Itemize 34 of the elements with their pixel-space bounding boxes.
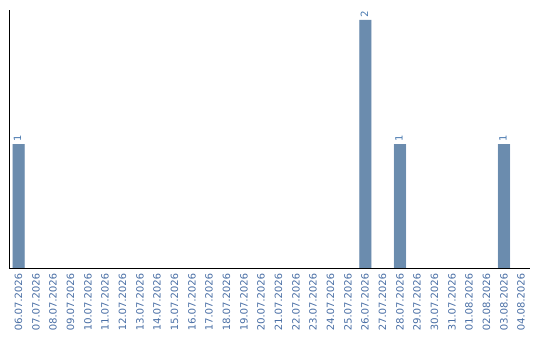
data-label: 1	[394, 134, 406, 141]
x-tick-label: 10.07.2026	[83, 273, 94, 330]
x-tick-label: 19.07.2026	[239, 273, 250, 330]
x-tick-label: 29.07.2026	[412, 273, 424, 330]
x-tick-label: 14.07.2026	[152, 273, 164, 330]
x-tick-label: 26.07.2026	[360, 273, 372, 330]
x-tick-label: 28.07.2026	[395, 273, 406, 330]
x-tick-label: 30.07.2026	[430, 273, 441, 330]
x-tick-label: 16.07.2026	[187, 273, 198, 330]
x-tick-label: 23.07.2026	[308, 273, 320, 330]
x-tick-label: 27.07.2026	[378, 273, 389, 330]
data-label: 1	[498, 134, 510, 141]
x-tick-label: 18.07.2026	[222, 273, 233, 330]
x-tick-label: 24.07.2026	[326, 273, 337, 330]
x-tick-label: 01.08.2026	[464, 273, 476, 330]
x-tick-label: 15.07.2026	[170, 273, 181, 330]
x-tick-label: 20.07.2026	[256, 273, 268, 330]
x-tick-label: 03.08.2026	[499, 273, 510, 330]
x-tick-label: 06.07.2026	[14, 273, 25, 330]
data-label: 1	[13, 134, 24, 141]
x-tick-label: 04.08.2026	[516, 273, 528, 330]
x-tick-label: 12.07.2026	[118, 273, 129, 330]
x-tick-label: 09.07.2026	[66, 273, 77, 330]
x-tick-label: 22.07.2026	[291, 273, 302, 330]
x-tick-label: 17.07.2026	[204, 273, 216, 330]
x-tick-label: 21.07.2026	[274, 273, 285, 330]
x-tick-label: 08.07.2026	[48, 273, 60, 330]
x-tick-label: 11.07.2026	[100, 273, 112, 330]
x-tick-label: 13.07.2026	[135, 273, 146, 330]
x-tick-label: 07.07.2026	[31, 273, 42, 330]
x-tick-label: 31.07.2026	[447, 273, 458, 330]
x-tick-label: 02.08.2026	[482, 273, 493, 330]
data-label: 2	[360, 10, 371, 17]
x-tick-label: 25.07.2026	[343, 273, 354, 330]
